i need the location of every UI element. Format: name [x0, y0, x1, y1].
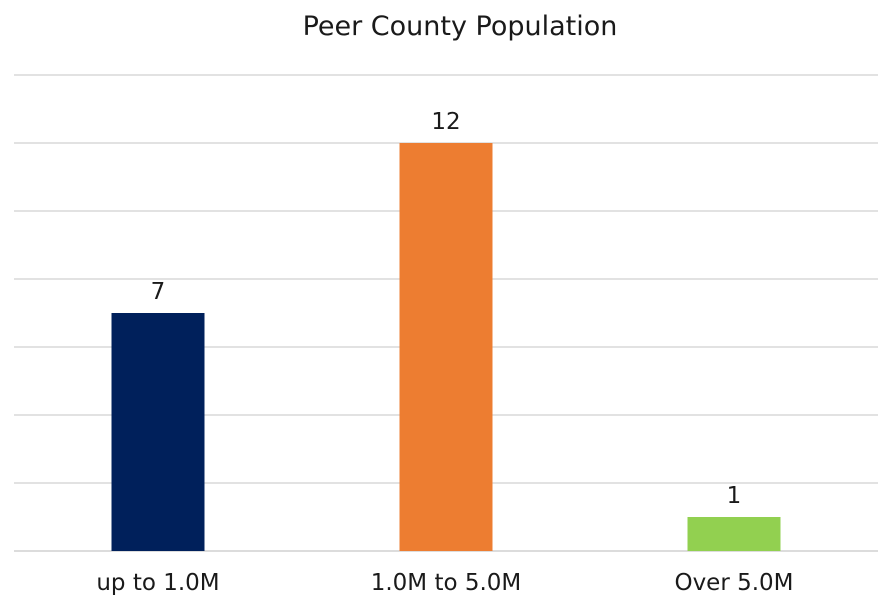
bar: [399, 143, 493, 551]
x-tick-label: Over 5.0M: [674, 570, 793, 596]
x-tick-label: up to 1.0M: [96, 570, 219, 596]
data-label: 1: [727, 483, 742, 509]
bars: [111, 143, 781, 551]
bar: [111, 313, 205, 551]
data-label: 12: [431, 109, 460, 135]
x-tick-label: 1.0M to 5.0M: [371, 570, 522, 596]
x-axis-tick-labels: up to 1.0M 1.0M to 5.0M Over 5.0M: [96, 570, 793, 596]
data-labels: 7 12 1: [151, 109, 742, 509]
bar: [687, 517, 781, 551]
data-label: 7: [151, 279, 166, 305]
chart-title: Peer County Population: [303, 11, 618, 42]
